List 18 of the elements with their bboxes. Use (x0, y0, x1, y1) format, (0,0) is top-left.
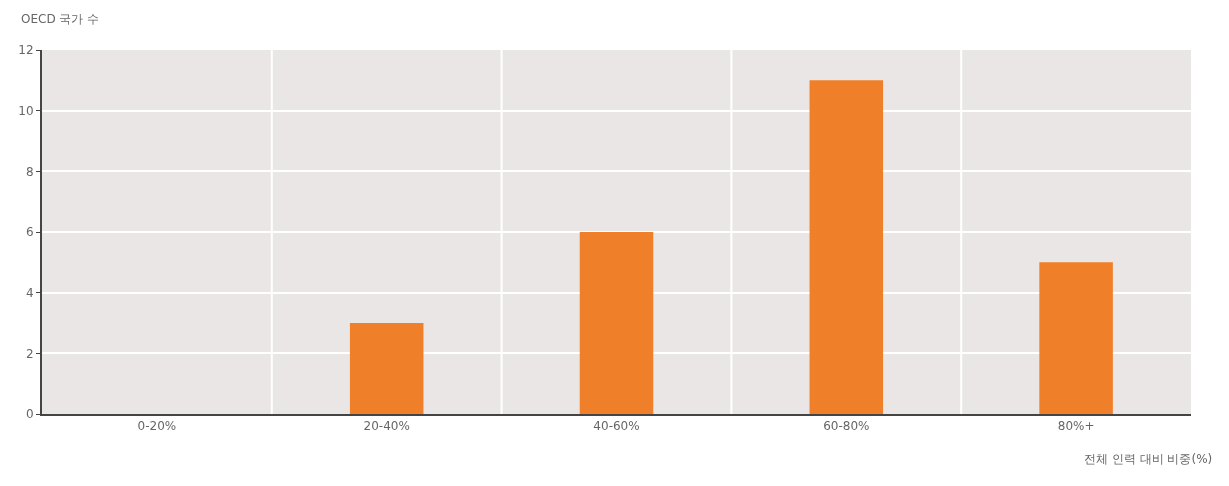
bar (809, 80, 884, 414)
x-tick-label: 0-20% (137, 419, 177, 434)
y-tick-label: 0 (25, 407, 34, 422)
bar (579, 232, 654, 414)
x-tick-label: 20-40% (363, 419, 410, 434)
x-tick-label: 80%+ (1057, 419, 1095, 434)
bar (1039, 262, 1113, 414)
y-tick-label: 10 (18, 103, 34, 118)
y-tick-label: 2 (25, 346, 34, 361)
x-tick-label: 60-80% (823, 419, 870, 434)
y-tick-label: 8 (25, 164, 34, 179)
y-tick-label: 12 (18, 43, 34, 58)
x-axis-title: 전체 인력 대비 비중(%) (1084, 452, 1213, 466)
y-tick-label: 4 (25, 285, 34, 300)
y-axis-title: OECD 국가 수 (21, 12, 100, 26)
x-tick-label: 40-60% (593, 419, 640, 434)
bar (349, 323, 424, 414)
y-tick-label: 6 (25, 225, 34, 240)
